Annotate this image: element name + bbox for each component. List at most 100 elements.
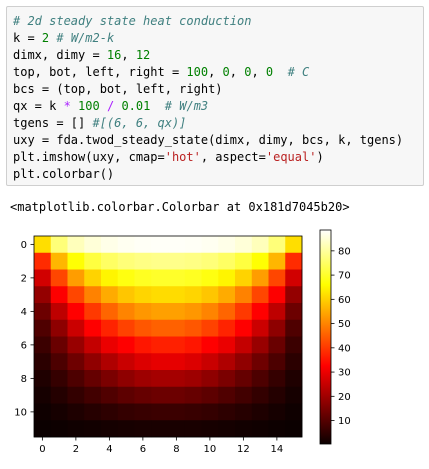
- heatmap-cell: [34, 286, 52, 304]
- heatmap-cell: [134, 420, 152, 438]
- heatmap-cell: [151, 303, 169, 321]
- colorbar-tick-label: 60: [338, 295, 351, 306]
- heatmap-cell: [251, 386, 269, 404]
- heatmap-cells: [34, 236, 303, 438]
- heatmap-cell: [117, 370, 135, 388]
- heatmap-cell: [235, 386, 253, 404]
- heatmap-cell: [101, 303, 119, 321]
- heatmap-cell: [101, 252, 119, 270]
- heatmap-cell: [285, 386, 303, 404]
- code-token: [71, 99, 78, 113]
- code-cell[interactable]: # 2d steady state heat conduction k = 2 …: [6, 6, 424, 186]
- heatmap-cell: [50, 252, 68, 270]
- heatmap-cell: [201, 286, 219, 304]
- heatmap-cell: [117, 420, 135, 438]
- heatmap-cell: [235, 286, 253, 304]
- heatmap-cell: [101, 286, 119, 304]
- heatmap-cell: [151, 236, 169, 254]
- heatmap-cell: [34, 319, 52, 337]
- heatmap-cell: [101, 353, 119, 371]
- heatmap-cell: [235, 353, 253, 371]
- heatmap-cell: [50, 403, 68, 421]
- heatmap-cell: [34, 353, 52, 371]
- heatmap-cell: [101, 403, 119, 421]
- code-token: # C: [287, 65, 310, 79]
- colorbar-tick-label: 30: [338, 368, 351, 379]
- heatmap-cell: [101, 386, 119, 404]
- heatmap-cell: [184, 236, 202, 254]
- heatmap-cell: [168, 386, 186, 404]
- heatmap-cell: [84, 319, 102, 337]
- x-tick-label: 4: [106, 444, 112, 455]
- heatmap-cell: [117, 386, 135, 404]
- code-token: ,: [229, 65, 245, 79]
- colorbar-tick-label: 20: [338, 392, 351, 403]
- heatmap-cell: [251, 420, 269, 438]
- heatmap-cell: [50, 236, 68, 254]
- code-token: ,: [208, 65, 223, 79]
- code-token: 0: [222, 65, 230, 79]
- heatmap-cell: [201, 370, 219, 388]
- heatmap-cell: [34, 386, 52, 404]
- heatmap-cell: [268, 403, 286, 421]
- x-tick-label: 14: [271, 444, 284, 455]
- code-line: bcs = (top, bot, left, right): [13, 82, 223, 96]
- colorbar-tick-label: 80: [338, 246, 351, 257]
- heatmap-cell: [151, 252, 169, 270]
- heatmap-cell: [218, 336, 236, 354]
- heatmap-cell: [218, 386, 236, 404]
- heatmap-cell: [50, 269, 68, 287]
- y-tick-label: 2: [21, 273, 27, 284]
- heatmap-cell: [184, 403, 202, 421]
- heatmap-cell: [268, 386, 286, 404]
- code-token: 'hot': [164, 150, 201, 164]
- code-line: top, bot, left, right = 100, 0, 0, 0 # C: [13, 65, 309, 79]
- heatmap-cell: [117, 252, 135, 270]
- heatmap-cell: [168, 336, 186, 354]
- y-tick-label: 4: [21, 307, 27, 318]
- x-tick-label: 6: [140, 444, 146, 455]
- heatmap-cell: [235, 319, 253, 337]
- heatmap-cell: [235, 252, 253, 270]
- heatmap-cell: [168, 252, 186, 270]
- heatmap-cell: [84, 420, 102, 438]
- heatmap-cell: [151, 353, 169, 371]
- heatmap-cell: [151, 319, 169, 337]
- heatmap-cell: [184, 319, 202, 337]
- y-axis: 0 2 4 6 8 10: [14, 240, 34, 418]
- heatmap-cell: [251, 319, 269, 337]
- heatmap-cell: [67, 353, 85, 371]
- heatmap-cell: [218, 370, 236, 388]
- heatmap-cell: [268, 353, 286, 371]
- heatmap-cell: [218, 303, 236, 321]
- code-editor[interactable]: # 2d steady state heat conduction k = 2 …: [7, 7, 423, 183]
- heatmap-cell: [235, 403, 253, 421]
- heatmap-cell: [285, 286, 303, 304]
- heatmap-cell: [50, 353, 68, 371]
- heatmap-cell: [268, 370, 286, 388]
- code-token: top, bot, left, right =: [13, 65, 187, 79]
- heatmap-cell: [134, 403, 152, 421]
- heatmap-cell: [117, 236, 135, 254]
- heatmap-cell: [218, 236, 236, 254]
- heatmap-cell: [168, 236, 186, 254]
- code-token: k =: [13, 31, 42, 45]
- heatmap-cell: [251, 286, 269, 304]
- x-tick-label: 8: [173, 444, 179, 455]
- x-tick-label: 2: [73, 444, 79, 455]
- heatmap-cell: [268, 420, 286, 438]
- code-token: #[(6, 6, qx)]: [92, 116, 187, 130]
- heatmap-cell: [168, 370, 186, 388]
- heatmap-cell: [34, 336, 52, 354]
- heatmap-cell: [201, 319, 219, 337]
- heatmap-cell: [184, 286, 202, 304]
- heatmap-cell: [67, 303, 85, 321]
- y-tick-label: 8: [21, 374, 27, 385]
- heatmap-cell: [84, 336, 102, 354]
- heatmap-cell: [285, 403, 303, 421]
- heatmap-cell: [50, 370, 68, 388]
- heatmap-cell: [268, 236, 286, 254]
- heatmap-cell: [251, 252, 269, 270]
- code-token: [100, 99, 107, 113]
- heatmap-cell: [151, 403, 169, 421]
